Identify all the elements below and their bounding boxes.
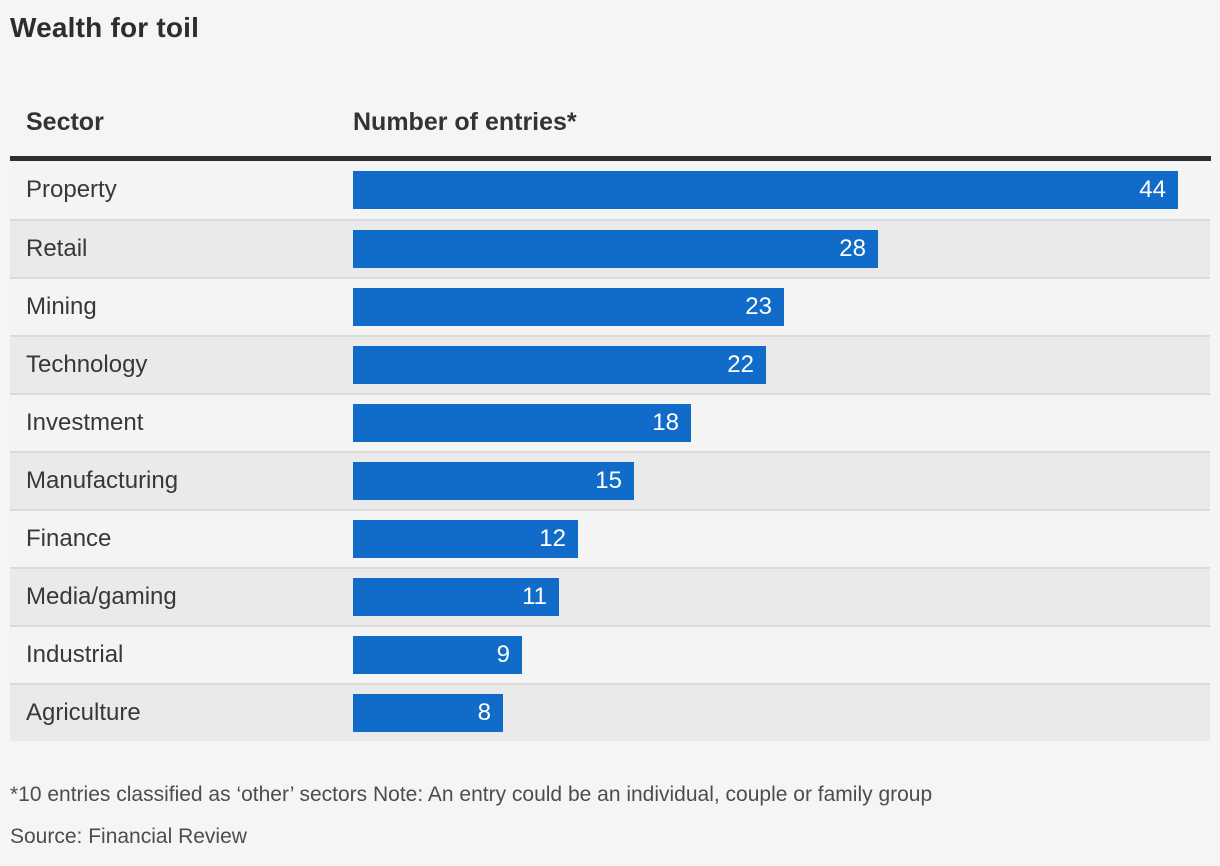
bar-zone: 22 [353, 346, 1210, 384]
bar-zone: 9 [353, 636, 1210, 674]
bar-zone: 23 [353, 288, 1210, 326]
value-bar: 9 [353, 636, 522, 674]
sector-label: Agriculture [26, 699, 141, 726]
sector-label: Mining [26, 293, 97, 320]
bar-zone: 28 [353, 230, 1210, 268]
sector-label: Manufacturing [26, 467, 179, 494]
value-bar: 8 [353, 694, 503, 732]
bar-zone: 18 [353, 404, 1210, 442]
table-row: Agriculture 8 [10, 683, 1210, 741]
value-bar: 12 [353, 520, 578, 558]
column-header-entries: Number of entries* [353, 108, 577, 136]
value-label: 12 [539, 525, 566, 552]
table-row: Mining 23 [10, 277, 1210, 335]
bar-zone: 12 [353, 520, 1210, 558]
value-label: 28 [839, 235, 866, 262]
sector-label: Industrial [26, 641, 124, 668]
sector-label: Finance [26, 525, 112, 552]
value-label: 8 [477, 699, 491, 726]
table-row: Investment 18 [10, 393, 1210, 451]
table-row: Retail 28 [10, 219, 1210, 277]
table-row: Property 44 [10, 161, 1210, 219]
table-row: Manufacturing 15 [10, 451, 1210, 509]
sector-label: Technology [26, 351, 148, 378]
table-row: Technology 22 [10, 335, 1210, 393]
value-label: 9 [496, 641, 510, 668]
bar-zone: 44 [353, 171, 1210, 209]
bar-chart: Property 44 Retail 28 Mining 23 Technology 22 In… [10, 161, 1210, 741]
table-row: Industrial 9 [10, 625, 1210, 683]
table-row: Media/gaming 11 [10, 567, 1210, 625]
value-bar: 28 [353, 230, 878, 268]
value-label: 11 [522, 583, 547, 610]
value-bar: 22 [353, 346, 766, 384]
sector-label: Media/gaming [26, 583, 177, 610]
value-label: 18 [652, 409, 679, 436]
header-rule [10, 156, 1211, 161]
sector-label: Retail [26, 235, 88, 262]
table-row: Finance 12 [10, 509, 1210, 567]
value-label: 22 [727, 351, 754, 378]
chart-footnote: *10 entries classified as ‘other’ sector… [10, 783, 933, 806]
value-bar: 23 [353, 288, 784, 326]
value-label: 15 [595, 467, 622, 494]
bar-zone: 15 [353, 462, 1210, 500]
chart-source: Source: Financial Review [10, 825, 247, 848]
value-bar: 11 [353, 578, 559, 616]
bar-zone: 11 [353, 578, 1210, 616]
sector-label: Investment [26, 409, 144, 436]
value-label: 23 [745, 293, 772, 320]
column-header-row: Sector Number of entries* [0, 108, 1220, 142]
value-bar: 15 [353, 462, 634, 500]
value-bar: 18 [353, 404, 691, 442]
value-bar: 44 [353, 171, 1178, 209]
sector-label: Property [26, 176, 117, 203]
chart-title: Wealth for toil [10, 12, 200, 43]
column-header-sector: Sector [26, 108, 104, 136]
bar-zone: 8 [353, 694, 1210, 732]
value-label: 44 [1139, 176, 1166, 203]
